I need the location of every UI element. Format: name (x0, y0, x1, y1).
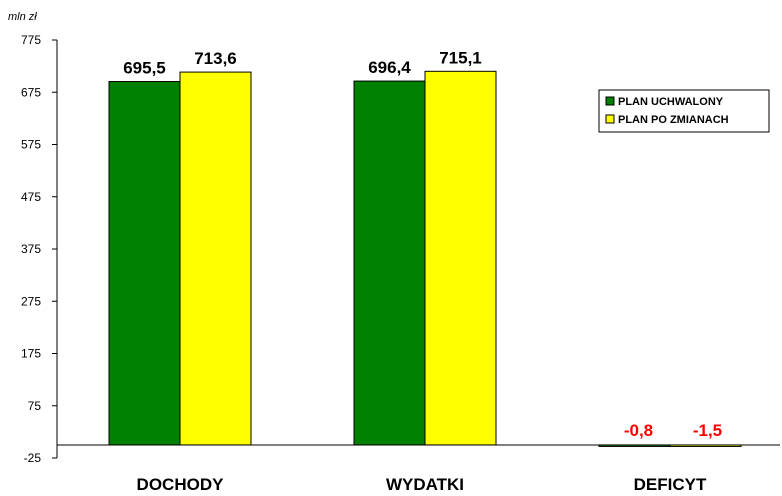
bar-dochody-plan-po-zmianach (179, 71, 252, 446)
unit-label: mln zł (8, 11, 37, 23)
bar-wydatki-plan-uchwalony (353, 80, 426, 446)
category-label-dochody: DOCHODY (137, 475, 225, 494)
y-tick-label: -25 (24, 451, 42, 465)
data-label: 695,5 (123, 59, 166, 78)
bars (108, 70, 742, 447)
bar-deficyt-plan-po-zmianach (669, 444, 742, 447)
category-labels: DOCHODY WYDATKI DEFICYT (137, 475, 707, 494)
y-tick-label: 275 (21, 294, 41, 308)
legend-box (598, 89, 770, 133)
bar-wydatki-plan-po-zmianach (424, 70, 497, 446)
data-labels: 695,5 713,6 696,4 715,1 -0,8 -1,5 (123, 48, 722, 440)
legend-swatch (605, 96, 615, 106)
y-tick-label: 475 (21, 190, 41, 204)
y-tick-label: 375 (21, 242, 41, 256)
data-label: 696,4 (368, 58, 411, 77)
category-label-deficyt: DEFICYT (634, 475, 707, 494)
data-label: -0,8 (624, 421, 653, 440)
legend: PLAN UCHWALONY PLAN PO ZMIANACH (598, 89, 770, 133)
category-label-wydatki: WYDATKI (386, 475, 464, 494)
legend-swatch (605, 114, 615, 124)
y-tick-label: 575 (21, 138, 41, 152)
bar-deficyt-plan-uchwalony (598, 444, 671, 447)
y-tick-label: 675 (21, 85, 41, 99)
y-axis: -25 75 175 275 375 475 575 675 775 (21, 33, 780, 465)
data-label: -1,5 (693, 421, 722, 440)
y-tick-label: 75 (28, 399, 42, 413)
y-tick-label: 175 (21, 347, 41, 361)
y-tick-label: 775 (21, 33, 41, 47)
legend-label: PLAN PO ZMIANACH (618, 114, 729, 126)
legend-label: PLAN UCHWALONY (618, 96, 724, 108)
bar-dochody-plan-uchwalony (108, 81, 181, 446)
data-label: 713,6 (194, 49, 237, 68)
data-label: 715,1 (439, 48, 482, 67)
